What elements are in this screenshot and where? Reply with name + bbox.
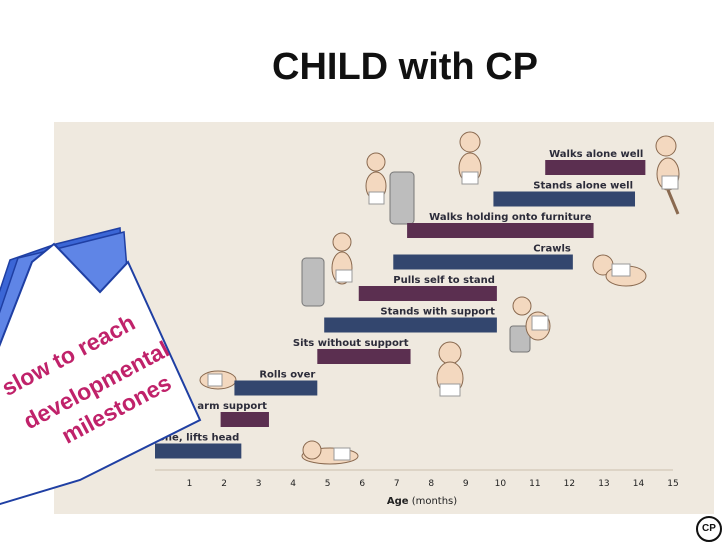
milestone-bar <box>317 349 411 364</box>
milestone-label: Stands alone well <box>533 181 633 192</box>
x-tick-label: 6 <box>359 479 365 489</box>
x-tick-label: 10 <box>495 479 507 489</box>
milestone-bar <box>393 254 573 270</box>
x-tick-label: 7 <box>394 479 400 489</box>
milestone-label: Pulls self to stand <box>393 275 495 286</box>
x-tick-label: 3 <box>256 479 262 489</box>
milestone-bar <box>407 223 594 238</box>
milestone-label: Sits without support <box>293 338 409 349</box>
x-tick-label: 11 <box>529 479 540 489</box>
x-tick-label: 4 <box>290 479 296 489</box>
slide-title: CHILD with CP <box>272 46 538 88</box>
baby-prone-illustration <box>301 440 359 465</box>
milestone-label: Walks holding onto furniture <box>429 212 592 223</box>
x-tick-label: 12 <box>564 479 575 489</box>
baby-standing-alone-illustration <box>458 131 482 185</box>
milestone-bar <box>493 191 636 207</box>
x-tick-label: 14 <box>633 479 645 489</box>
x-tick-label: 8 <box>428 479 434 489</box>
milestone-label: Stands with support <box>380 307 495 318</box>
x-tick-label: 13 <box>598 479 609 489</box>
cp-logo: CP <box>696 516 722 542</box>
milestone-label: Rolls over <box>259 370 315 381</box>
milestone-label: Prone, lifts head <box>146 433 240 444</box>
baby-standing-support-illustration <box>509 296 551 353</box>
milestone-bar <box>155 443 242 459</box>
milestone-bar <box>545 160 646 175</box>
milestone-bar <box>324 317 497 333</box>
milestone-bar <box>358 286 497 301</box>
baby-walking-illustration <box>655 135 680 215</box>
x-axis-label-unit: (months) <box>409 496 458 507</box>
x-tick-label: 5 <box>325 479 331 489</box>
baby-rolling-illustration <box>199 370 237 390</box>
milestone-bar <box>234 380 318 396</box>
x-axis-label: Age (months) <box>387 496 457 507</box>
x-tick-label: 9 <box>463 479 469 489</box>
x-tick-label: 15 <box>667 479 678 489</box>
milestone-bar <box>220 412 269 427</box>
x-tick-label: 1 <box>187 479 193 489</box>
baby-sitting-illustration <box>436 341 464 397</box>
milestone-label: Walks alone well <box>549 149 643 160</box>
x-axis-label-name: Age <box>387 496 409 507</box>
milestone-label: Crawls <box>533 244 571 255</box>
baby-crawling-illustration <box>592 254 647 287</box>
baby-walking-furniture-illustration <box>365 152 415 225</box>
x-tick-label: 2 <box>221 479 227 489</box>
callout-arrow-body <box>0 242 202 506</box>
baby-pulls-to-stand-illustration <box>301 232 353 307</box>
